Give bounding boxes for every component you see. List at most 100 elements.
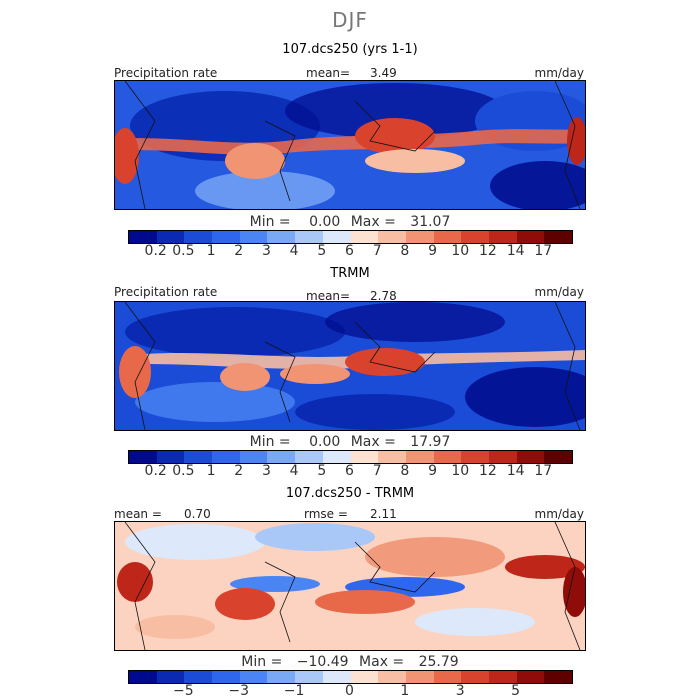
panel-3-units: mm/day: [534, 507, 585, 521]
colorbar-2-ticks: 0.2 0.5 1 2 3 4 5 6 7 8 9 10 12 14 17: [128, 463, 571, 479]
panel-2-mean-value: 2.78: [370, 289, 397, 303]
colorbar-segment: [212, 451, 240, 463]
colorbar-segment: [156, 231, 185, 243]
panel-2-minmax: Min = 0.00 Max = 17.97: [0, 434, 700, 450]
panel-3-max-value: 25.79: [418, 654, 459, 670]
colorbar-segment: [129, 231, 157, 243]
colorbar-tick-label: 0: [345, 683, 354, 699]
colorbar-tick-label: 17: [534, 243, 553, 259]
colorbar-tick-label: −3: [228, 683, 250, 699]
panel-2-variable-label: Precipitation rate: [114, 285, 218, 299]
colorbar-segment: [350, 671, 379, 683]
panel-2-field: [115, 302, 585, 430]
panel-1-min-label: Min =: [249, 214, 291, 230]
colorbar-tick-label: 12: [479, 243, 497, 259]
colorbar-tick-label: 9: [428, 463, 438, 479]
colorbar-segment: [184, 231, 213, 243]
panel-3-minmax: Min = −10.49 Max = 25.79: [0, 654, 700, 670]
colorbar-3-ticks: −5 −3 −1 0 1 3 5: [128, 683, 571, 699]
colorbar-segment: [267, 451, 296, 463]
colorbar-segment: [405, 671, 434, 683]
colorbar-tick-label: 4: [289, 463, 299, 479]
colorbar-tick-label: 4: [289, 243, 299, 259]
colorbar-tick-label: 5: [511, 683, 521, 699]
panel-2-title: TRMM: [330, 266, 370, 281]
colorbar-segment: [239, 451, 268, 463]
panel-3-map: [114, 521, 586, 651]
colorbar-segment: [322, 451, 351, 463]
colorbar-tick-label: 17: [534, 463, 553, 479]
panel-1-mean-label: mean=: [306, 66, 351, 80]
colorbar-tick-label: 6: [345, 243, 354, 259]
colorbar-tick-label: 9: [428, 243, 438, 259]
colorbar-segment: [405, 451, 434, 463]
colorbar-tick-label: 1: [206, 243, 216, 259]
colorbar-segment: [184, 671, 213, 683]
panel-1-field: [115, 81, 585, 209]
panel-3-min-label: Min =: [241, 654, 283, 670]
panel-2-min-value: 0.00: [309, 434, 341, 450]
panel-1-units: mm/day: [534, 66, 585, 80]
panel-1-mean-value: 3.49: [370, 66, 397, 80]
colorbar-segment: [295, 231, 323, 243]
panel-1-title: 107.dcs250 (yrs 1-1): [282, 42, 418, 57]
colorbar-segment: [267, 671, 296, 683]
panel-1-min-value: 0.00: [309, 214, 341, 230]
colorbar-segment: [212, 231, 240, 243]
colorbar-tick-label: 0.2: [144, 463, 167, 479]
colorbar-segment: [488, 231, 517, 243]
panel-3-min-value: −10.49: [296, 654, 349, 670]
colorbar-segment: [433, 671, 462, 683]
colorbar-1: [128, 230, 573, 244]
panel-3-rmse-label: rmse =: [304, 507, 348, 521]
colorbar-tick-label: 5: [317, 243, 327, 259]
colorbar-segment: [544, 231, 572, 243]
panel-3-mean-value: 0.70: [184, 507, 211, 521]
colorbar-segment: [378, 231, 406, 243]
colorbar-segment: [461, 451, 489, 463]
colorbar-tick-label: 8: [400, 243, 410, 259]
colorbar-segment: [488, 671, 517, 683]
colorbar-segment: [129, 671, 157, 683]
colorbar-tick-label: 10: [451, 463, 470, 479]
colorbar-segment: [350, 231, 379, 243]
colorbar-segment: [129, 451, 157, 463]
panel-1-variable-label: Precipitation rate: [114, 66, 218, 80]
panel-3-mean-label: mean =: [114, 507, 162, 521]
colorbar-segment: [212, 671, 240, 683]
colorbar-3: [128, 670, 573, 684]
colorbar-segment: [267, 231, 296, 243]
colorbar-segment: [239, 671, 268, 683]
panel-2-max-value: 17.97: [410, 434, 451, 450]
colorbar-segment: [295, 671, 323, 683]
figure-title: DJF: [332, 8, 368, 32]
colorbar-segment: [544, 671, 572, 683]
colorbar-segment: [405, 231, 434, 243]
colorbar-segment: [322, 231, 351, 243]
colorbar-tick-label: 1: [206, 463, 216, 479]
colorbar-segment: [461, 231, 489, 243]
colorbar-segment: [516, 451, 545, 463]
colorbar-segment: [295, 451, 323, 463]
colorbar-segment: [378, 451, 406, 463]
panel-1-minmax: Min = 0.00 Max = 31.07: [0, 214, 700, 230]
colorbar-segment: [184, 451, 213, 463]
panel-3-title: 107.dcs250 - TRMM: [285, 486, 415, 501]
colorbar-segment: [239, 231, 268, 243]
colorbar-tick-label: 3: [455, 683, 465, 699]
colorbar-segment: [516, 231, 545, 243]
colorbar-tick-label: 14: [506, 243, 525, 259]
panel-2-mean-label: mean=: [306, 289, 351, 303]
colorbar-2: [128, 450, 573, 464]
colorbar-tick-label: 3: [261, 463, 271, 479]
panel-1-map: [114, 80, 586, 210]
colorbar-tick-label: 0.5: [172, 243, 195, 259]
colorbar-tick-label: 0.5: [172, 463, 195, 479]
panel-3-rmse-value: 2.11: [370, 507, 397, 521]
colorbar-tick-label: 2: [234, 463, 244, 479]
colorbar-segment: [156, 671, 185, 683]
colorbar-tick-label: 10: [451, 243, 470, 259]
colorbar-segment: [378, 671, 406, 683]
colorbar-segment: [461, 671, 489, 683]
colorbar-tick-label: 5: [317, 463, 327, 479]
